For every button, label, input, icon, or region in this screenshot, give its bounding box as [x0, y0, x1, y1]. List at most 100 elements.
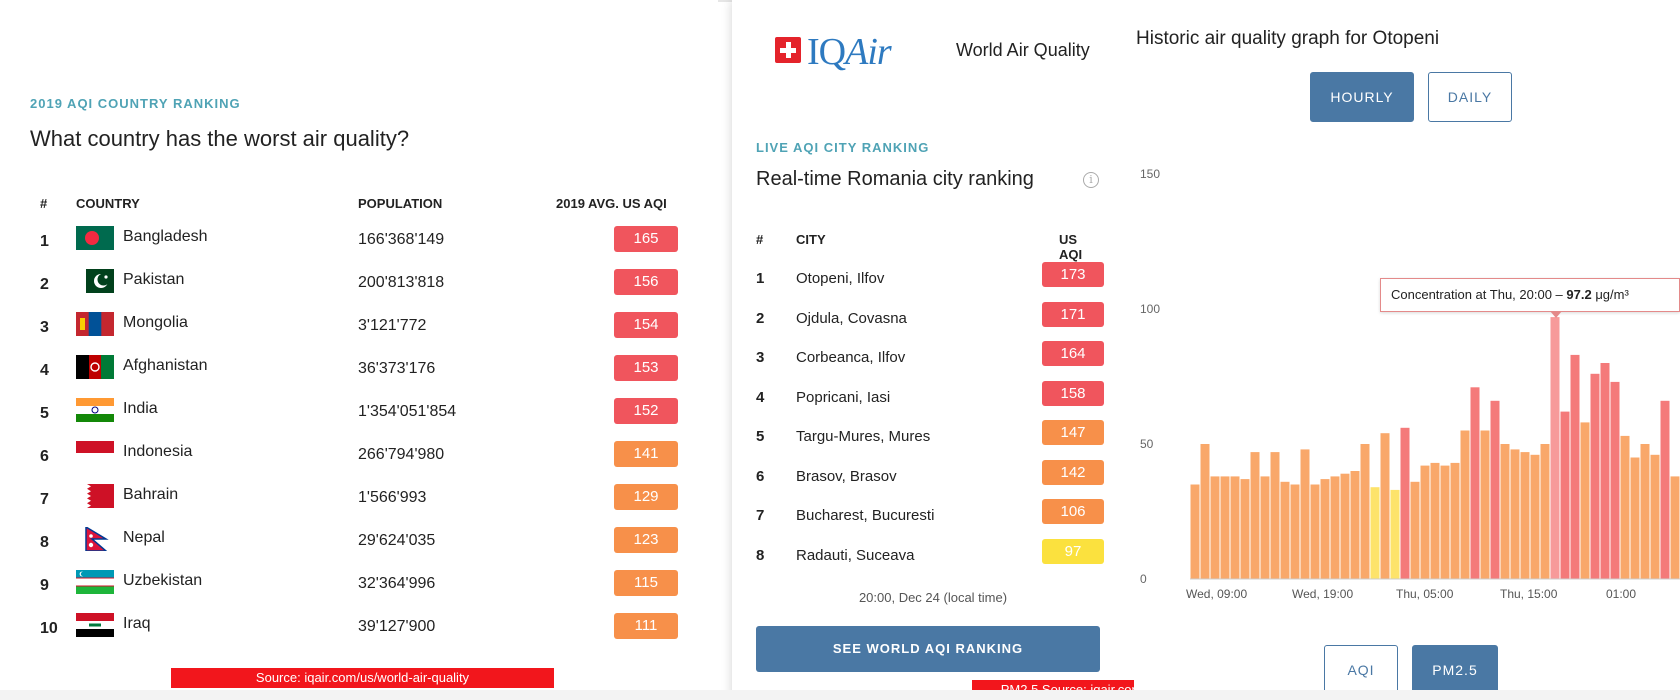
tab-hourly[interactable]: HOURLY: [1310, 72, 1414, 122]
country-population: 1'354'051'854: [358, 403, 457, 420]
chart-bar[interactable]: [1270, 452, 1280, 579]
info-icon[interactable]: i: [1083, 172, 1099, 188]
y-tick-label: 150: [1140, 167, 1160, 181]
chart-bar[interactable]: [1360, 444, 1370, 579]
city-rank: 8: [756, 546, 765, 564]
country-rank: 3: [40, 319, 49, 336]
city-rank: 4: [756, 388, 765, 406]
x-tick-label: Thu, 15:00: [1500, 587, 1558, 601]
chart-bar[interactable]: [1250, 452, 1260, 579]
chart-bar[interactable]: [1540, 444, 1550, 579]
chart-bar[interactable]: [1490, 400, 1500, 579]
header-num: #: [756, 232, 764, 247]
city-row[interactable]: 1 Otopeni, Ilfov 173: [756, 252, 1104, 292]
city-row[interactable]: 5 Targu-Mures, Mures 147: [756, 410, 1104, 450]
aqi-badge: 152: [614, 398, 678, 424]
chart-bar[interactable]: [1280, 481, 1290, 579]
aqi-badge: 142: [1042, 459, 1104, 485]
city-row[interactable]: 3 Corbeanca, Ilfov 164: [756, 331, 1104, 371]
chart-bar[interactable]: [1350, 471, 1360, 579]
chart-bar[interactable]: [1390, 489, 1400, 579]
city-rank: 3: [756, 349, 765, 366]
chart-bar[interactable]: [1590, 373, 1600, 579]
uzbekistan-flag: [76, 570, 114, 594]
country-row[interactable]: 4 Afghanistan 36'373'176 153: [30, 345, 680, 388]
country-row[interactable]: 10 Iraq 39'127'900 111: [30, 603, 680, 646]
chart-bar[interactable]: [1320, 479, 1330, 579]
chart-bar[interactable]: [1300, 449, 1310, 579]
chart-bar[interactable]: [1550, 317, 1560, 579]
country-rank: 6: [40, 448, 49, 465]
chart-bar[interactable]: [1420, 465, 1430, 579]
chart-bar[interactable]: [1340, 473, 1350, 579]
chart-bar[interactable]: [1220, 476, 1230, 579]
city-ranking-title: Real-time Romania city ranking: [756, 168, 1034, 190]
chart-bar[interactable]: [1460, 430, 1470, 580]
chart-bar[interactable]: [1290, 484, 1300, 580]
country-rank: 5: [40, 405, 49, 422]
chart-bar[interactable]: [1630, 457, 1640, 580]
chart-bar[interactable]: [1440, 465, 1450, 579]
chart-bar[interactable]: [1240, 479, 1250, 579]
chart-bar[interactable]: [1520, 452, 1530, 579]
country-name: Mongolia: [123, 314, 188, 331]
chart-bar[interactable]: [1430, 462, 1440, 579]
city-row[interactable]: 2 Ojdula, Covasna 171: [756, 292, 1104, 332]
metric-aqi-button[interactable]: AQI: [1324, 645, 1398, 695]
country-rank: 8: [40, 534, 49, 551]
city-row[interactable]: 8 Radauti, Suceava 97: [756, 529, 1104, 569]
see-world-ranking-button[interactable]: SEE WORLD AQI RANKING: [756, 626, 1100, 672]
chart-bar[interactable]: [1640, 444, 1650, 579]
chart-bar[interactable]: [1660, 400, 1670, 579]
aqi-badge: 115: [614, 570, 678, 596]
chart-bar[interactable]: [1370, 487, 1380, 579]
country-row[interactable]: 5 India 1'354'051'854 152: [30, 388, 680, 431]
city-row[interactable]: 4 Popricani, Iasi 158: [756, 371, 1104, 411]
chart-bar[interactable]: [1210, 476, 1220, 579]
metric-pm25-button[interactable]: PM2.5: [1412, 645, 1498, 695]
chart-bar[interactable]: [1610, 381, 1620, 579]
chart-bar[interactable]: [1310, 484, 1320, 580]
source-banner-countries[interactable]: Source: iqair.com/us/world-air-quality: [171, 668, 554, 688]
chart-bar[interactable]: [1260, 476, 1270, 579]
country-row[interactable]: 2 Pakistan 200'813'818 156: [30, 259, 680, 302]
chart-bar[interactable]: [1230, 476, 1240, 579]
country-row[interactable]: 9 Uzbekistan 32'364'996 115: [30, 560, 680, 603]
chart-bar[interactable]: [1330, 476, 1340, 579]
chart-bar[interactable]: [1380, 433, 1390, 579]
tab-daily[interactable]: DAILY: [1428, 72, 1512, 122]
y-tick-label: 50: [1140, 437, 1154, 451]
chart-bar[interactable]: [1200, 444, 1210, 579]
city-name: Corbeanca, Ilfov: [796, 349, 906, 366]
chart-bar[interactable]: [1560, 411, 1570, 579]
chart-bar[interactable]: [1670, 476, 1680, 579]
country-row[interactable]: 3 Mongolia 3'121'772 154: [30, 302, 680, 345]
chart-bar[interactable]: [1470, 387, 1480, 579]
chart-bar[interactable]: [1190, 484, 1200, 580]
country-row[interactable]: 7 Bahrain 1'566'993 129: [30, 474, 680, 517]
tooltip-value: 97.2: [1566, 287, 1592, 302]
chart-bar[interactable]: [1400, 427, 1410, 579]
chart-bar[interactable]: [1480, 430, 1490, 580]
chart-bar[interactable]: [1530, 454, 1540, 579]
country-row[interactable]: 6 Indonesia 266'794'980 141: [30, 431, 680, 474]
air-quality-bar-chart: 0 50 100 150 Wed, 09:00 Wed, 19:00 Thu, 05:00 T…: [1140, 167, 1680, 601]
chart-bar[interactable]: [1580, 422, 1590, 579]
aqi-badge: 123: [614, 527, 678, 553]
chart-bar[interactable]: [1600, 363, 1610, 579]
country-row[interactable]: 8 Nepal 29'624'035 123: [30, 517, 680, 560]
header-num: #: [40, 196, 48, 211]
city-row[interactable]: 7 Bucharest, Bucuresti 106: [756, 489, 1104, 529]
chart-bar[interactable]: [1570, 354, 1580, 579]
header-country: COUNTRY: [76, 196, 140, 211]
country-row[interactable]: 1 Bangladesh 166'368'149 165: [30, 216, 680, 259]
chart-bar[interactable]: [1650, 454, 1660, 579]
chart-bar[interactable]: [1450, 462, 1460, 579]
aqi-badge: 147: [1042, 420, 1104, 445]
country-name: Afghanistan: [123, 357, 208, 374]
chart-bar[interactable]: [1620, 435, 1630, 579]
chart-bar[interactable]: [1500, 444, 1510, 579]
chart-bar[interactable]: [1510, 449, 1520, 579]
city-row[interactable]: 6 Brasov, Brasov 142: [756, 450, 1104, 490]
chart-bar[interactable]: [1410, 481, 1420, 579]
